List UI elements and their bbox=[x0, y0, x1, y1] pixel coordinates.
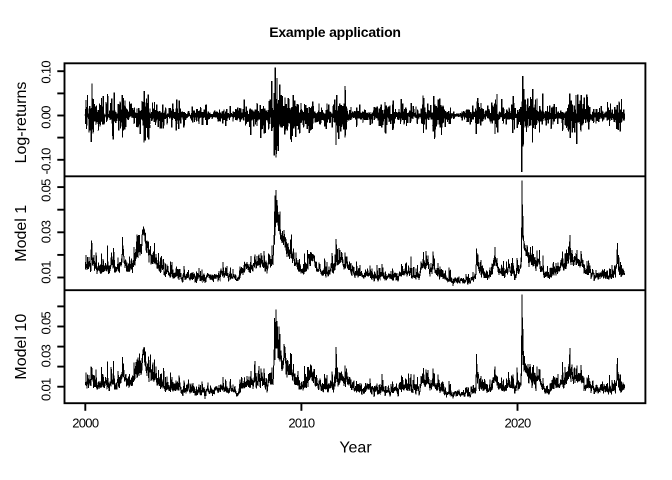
svg-text:0.05: 0.05 bbox=[38, 179, 53, 202]
svg-text:0.03: 0.03 bbox=[38, 344, 53, 367]
svg-text:0.05: 0.05 bbox=[38, 311, 53, 334]
svg-text:2010: 2010 bbox=[288, 416, 315, 431]
svg-text:Log-returns: Log-returns bbox=[13, 82, 30, 164]
svg-text:Year: Year bbox=[339, 440, 372, 457]
svg-text:2020: 2020 bbox=[504, 416, 531, 431]
svg-text:0.10: 0.10 bbox=[38, 61, 53, 84]
svg-text:0.01: 0.01 bbox=[38, 378, 53, 401]
svg-text:Model 1: Model 1 bbox=[13, 205, 30, 262]
svg-text:2000: 2000 bbox=[72, 416, 99, 431]
svg-text:0.00: 0.00 bbox=[38, 106, 53, 129]
svg-text:Example application: Example application bbox=[269, 24, 401, 40]
svg-text:Model 10: Model 10 bbox=[13, 314, 30, 380]
svg-text:0.03: 0.03 bbox=[38, 220, 53, 243]
svg-text:0.01: 0.01 bbox=[38, 261, 53, 284]
svg-text:-0.10: -0.10 bbox=[38, 148, 53, 175]
